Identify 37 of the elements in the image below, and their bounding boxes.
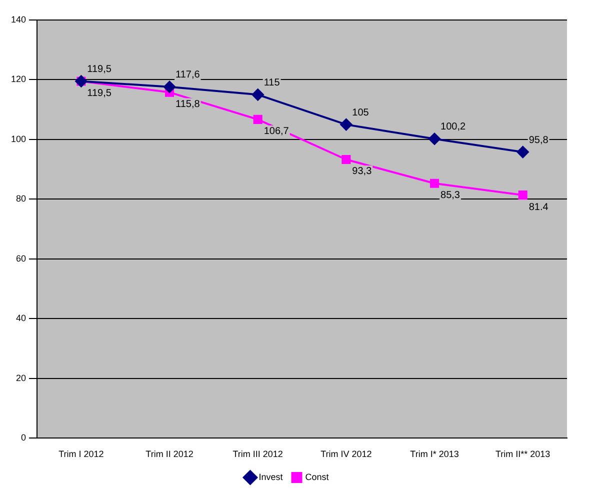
x-tick-label: Trim I* 2013 xyxy=(410,449,459,460)
x-tick-label: Trim I 2012 xyxy=(58,449,104,460)
data-label: 100,2 xyxy=(440,122,466,133)
point xyxy=(518,190,528,200)
data-label: 105 xyxy=(352,107,370,118)
y-tick-label: 40 xyxy=(16,313,26,324)
y-tick-label: 0 xyxy=(21,432,26,443)
data-label: 95,8 xyxy=(528,134,549,146)
x-tick-label: Trim II 2012 xyxy=(146,449,194,460)
point xyxy=(164,80,176,93)
point xyxy=(340,118,352,131)
point xyxy=(253,114,262,124)
y-tick-label: 20 xyxy=(16,372,26,383)
y-tick-label: 80 xyxy=(16,194,26,204)
point xyxy=(516,146,529,158)
data-label: 93,3 xyxy=(352,166,372,178)
point xyxy=(342,154,351,164)
x-tick-label: Trim IV 2012 xyxy=(320,449,372,460)
point xyxy=(430,178,440,188)
legend-label: Const xyxy=(305,472,330,482)
x-tick-label: Trim III 2012 xyxy=(232,449,283,460)
y-tick-label: 140 xyxy=(10,14,26,24)
y-tick-label: 100 xyxy=(10,134,26,144)
data-label: 106,7 xyxy=(264,126,290,138)
point xyxy=(428,132,441,145)
data-label: 81.4 xyxy=(528,202,549,213)
legend-label: Invest xyxy=(258,472,284,482)
x-tick-label: Trim II** 2013 xyxy=(495,449,550,460)
data-label: 117,6 xyxy=(176,70,200,81)
point xyxy=(252,88,264,101)
data-label: 115 xyxy=(264,77,280,88)
y-tick-label: 120 xyxy=(10,74,26,84)
data-label: 119,5 xyxy=(87,64,112,75)
data-label: 119,5 xyxy=(87,88,112,99)
data-label: 115,8 xyxy=(176,99,200,110)
y-tick-label: 60 xyxy=(16,253,26,264)
data-label: 85,3 xyxy=(440,190,460,202)
